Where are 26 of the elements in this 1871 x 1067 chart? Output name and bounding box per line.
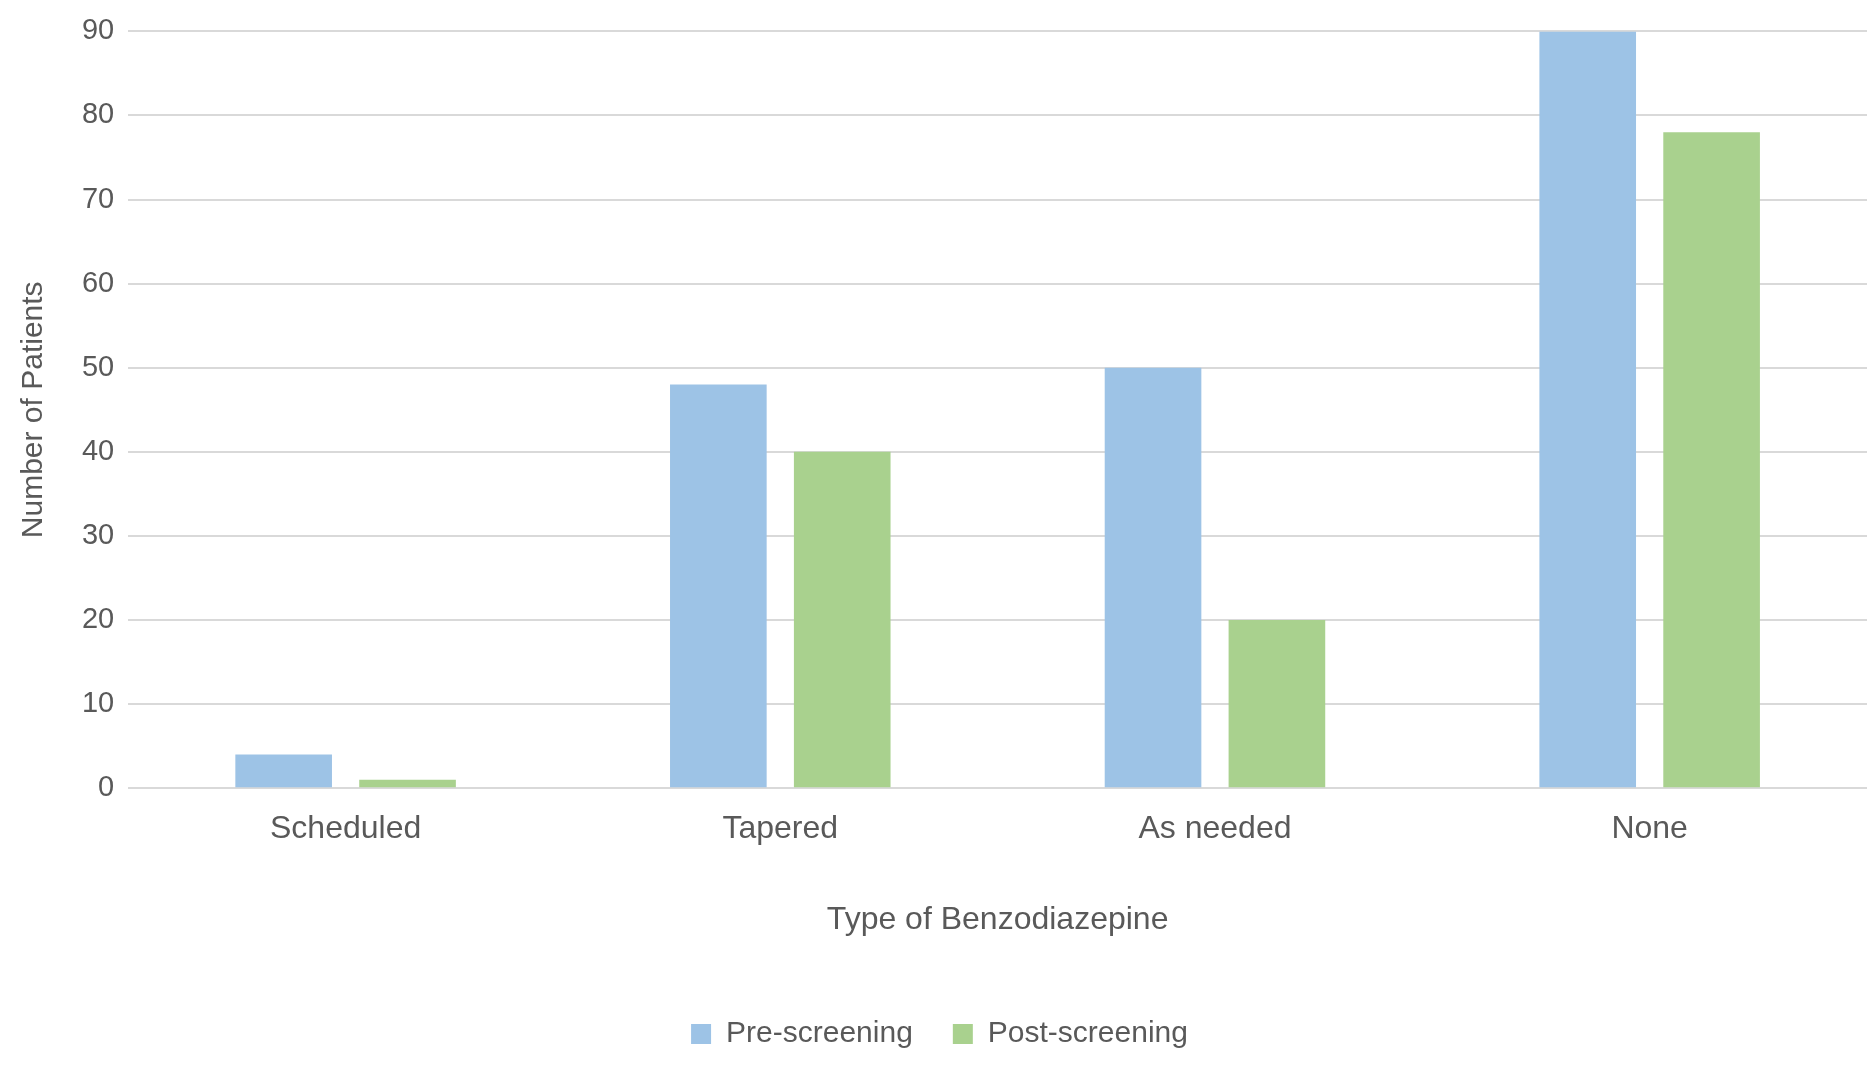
bar <box>1539 31 1637 788</box>
legend-label: Pre-screening <box>726 1015 913 1049</box>
legend-label: Post-screening <box>987 1015 1188 1049</box>
x-tick-label: None <box>1611 809 1688 846</box>
y-tick-label: 40 <box>81 433 115 466</box>
y-tick-label: 20 <box>81 602 115 635</box>
y-tick-label: 70 <box>81 181 115 214</box>
y-tick-label: 30 <box>81 517 115 550</box>
bar <box>359 779 456 788</box>
bar <box>670 384 767 788</box>
y-axis-title: Number of Patients <box>15 281 49 539</box>
bar <box>793 451 891 788</box>
y-tick-label: 50 <box>81 349 115 382</box>
y-tick-label: 80 <box>81 97 115 130</box>
x-tick-label: As needed <box>1138 809 1292 846</box>
bar <box>235 754 332 788</box>
x-tick-label: Tapered <box>722 809 839 846</box>
y-tick-label: 60 <box>81 265 115 298</box>
y-tick-label: 10 <box>81 686 115 719</box>
bar <box>1104 367 1202 788</box>
y-tick-label: 0 <box>98 770 115 803</box>
x-tick-label: Scheduled <box>269 809 422 846</box>
bar <box>1663 132 1760 788</box>
y-tick-label: 90 <box>81 13 115 46</box>
x-axis-title: Type of Benzodiazepine <box>826 899 1169 936</box>
bar <box>1228 620 1326 788</box>
